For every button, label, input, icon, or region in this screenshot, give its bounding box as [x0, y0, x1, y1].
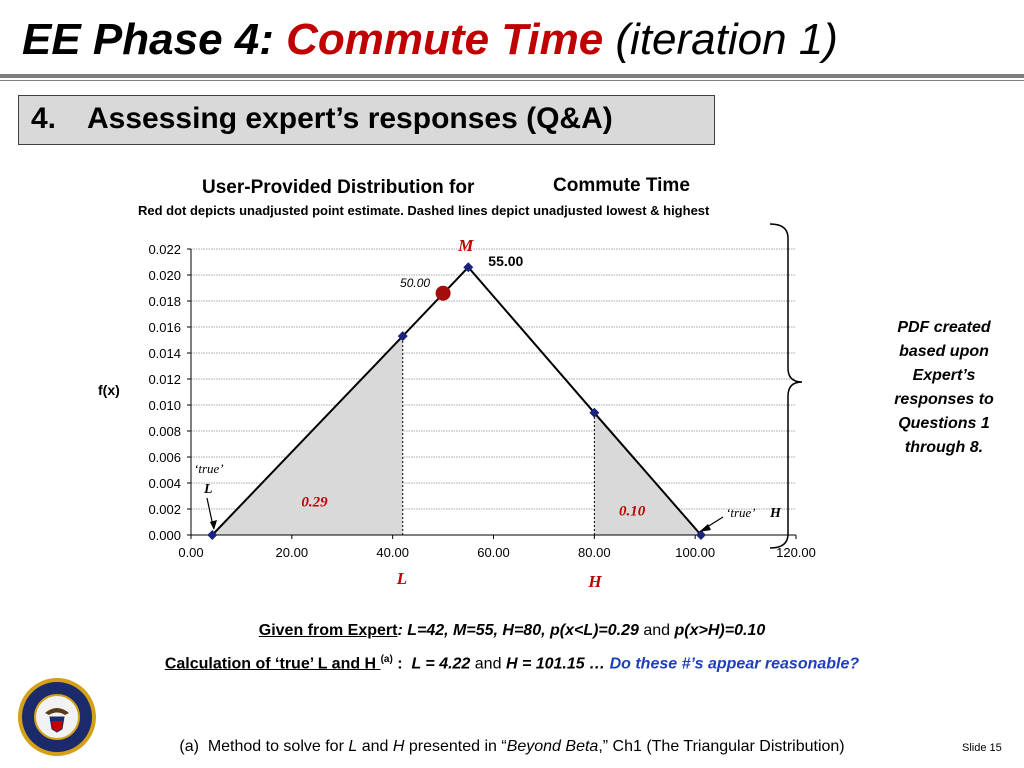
y-tick-labels: 0.000 0.002 0.004 0.006 0.008 0.010 0.012 0.014… — [148, 242, 191, 543]
y-tick-label: 0.020 — [148, 268, 181, 283]
y-tick-label: 0.022 — [148, 242, 181, 257]
x-tick-label: 80.00 — [578, 545, 611, 560]
section-heading: Assessing expert’s responses (Q&A) — [87, 102, 613, 135]
diamond-marker — [207, 530, 218, 540]
y-tick-label: 0.000 — [148, 528, 181, 543]
y-tick-label: 0.006 — [148, 450, 181, 465]
diamond-marker — [589, 407, 600, 418]
title-divider — [0, 74, 1024, 78]
data-markers — [207, 262, 706, 540]
x-tick-label: 60.00 — [477, 545, 510, 560]
section-heading-box: 4. Assessing expert’s responses (Q&A) — [18, 95, 715, 145]
mode-value-label: 55.00 — [488, 253, 523, 269]
title-accent: Commute Time — [286, 15, 604, 64]
l-axis-label: L — [396, 569, 407, 588]
diamond-marker — [397, 331, 408, 342]
calc-colon: : — [392, 655, 412, 673]
true-l-quote: ‘true’ — [194, 461, 224, 476]
point-estimate-dot — [435, 285, 451, 301]
given-and: and — [643, 622, 671, 639]
y-tick-label: 0.016 — [148, 320, 181, 335]
navy-seal-logo — [18, 678, 96, 756]
upper-tail-probability: 0.10 — [619, 504, 646, 520]
slide-title: EE Phase 4: Commute Time (iteration 1) — [22, 14, 838, 66]
y-tick-label: 0.018 — [148, 294, 181, 309]
calc-question: Do these #’s appear reasonable? — [609, 655, 860, 673]
point-estimate-label: 50.00 — [400, 276, 430, 290]
chart-subtitle: Red dot depicts unadjusted point estimat… — [138, 203, 710, 218]
x-tick-label: 40.00 — [376, 545, 409, 560]
annotations: 50.00 55.00 M L H 0.29 0.10 ‘true’ L ‘true’ H — [194, 236, 782, 591]
h-axis-label: H — [587, 572, 602, 591]
chart-title-part1: User-Provided Distribution for — [202, 177, 475, 198]
given-last: p(x>H)=0.10 — [674, 622, 766, 639]
calc-line: Calculation of ‘true’ L and H (a) : L = … — [0, 654, 1024, 673]
calc-label: Calculation of ‘true’ L and H — [164, 655, 381, 673]
footnote: (a) Method to solve for L and H presente… — [0, 738, 1024, 756]
slide-number: Slide 15 — [962, 742, 1002, 754]
m-label: M — [457, 236, 474, 255]
given-line: Given from Expert: L=42, M=55, H=80, p(x… — [0, 622, 1024, 640]
x-tick-label: 100.00 — [675, 545, 715, 560]
y-tick-label: 0.002 — [148, 502, 181, 517]
diamond-marker — [463, 262, 474, 273]
footnote-book: Beyond Beta — [506, 738, 599, 755]
true-h-letter: H — [769, 506, 782, 521]
footnote-h: H — [392, 738, 405, 755]
footnote-prefix: (a) Method to solve for — [179, 738, 349, 755]
diamond-marker — [695, 530, 706, 540]
given-values: : L=42, M=55, H=80, p(x<L)=0.29 — [397, 622, 639, 639]
calc-and: and — [474, 655, 502, 673]
y-tick-label: 0.008 — [148, 424, 181, 439]
footnote-mid: and — [357, 738, 393, 755]
section-number: 4. — [31, 102, 57, 135]
y-tick-label: 0.004 — [148, 476, 181, 491]
grid-lines — [191, 248, 796, 510]
calc-h-value: H = 101.15 … — [505, 655, 606, 673]
x-tick-labels: 0.00 20.00 40.00 60.00 80.00 100.00 120.00 — [178, 535, 816, 560]
true-h-arrow-head — [699, 524, 711, 532]
title-prefix: EE Phase 4: — [22, 15, 287, 64]
right-brace — [769, 223, 803, 549]
dashed-lines — [402, 336, 595, 535]
footnote-mid2: presented in “ — [404, 738, 507, 755]
side-note: PDF created based upon Expert’s response… — [894, 319, 994, 456]
y-tick-label: 0.010 — [148, 398, 181, 413]
true-l-arrow-line — [206, 497, 214, 527]
chart-title-part2: Commute Time — [553, 175, 690, 196]
title-suffix: (iteration 1) — [603, 15, 838, 64]
title-divider-thin — [0, 80, 1024, 81]
true-l-arrow-head — [210, 520, 217, 530]
y-axis-label: f(x) — [98, 382, 120, 398]
x-tick-label: 20.00 — [276, 545, 309, 560]
pdf-chart: User-Provided Distribution for Commute T… — [98, 175, 816, 591]
calc-sup: (a) — [380, 654, 393, 665]
lower-tail-probability: 0.29 — [301, 494, 328, 510]
true-h-quote: ‘true’ — [726, 505, 756, 520]
calc-l-value: L = 4.22 — [411, 655, 471, 673]
y-tick-label: 0.014 — [148, 346, 181, 361]
true-l-letter: L — [203, 482, 213, 497]
x-tick-label: 120.00 — [776, 545, 816, 560]
y-tick-label: 0.012 — [148, 372, 181, 387]
footnote-suffix: ,” Ch1 (The Triangular Distribution) — [598, 738, 845, 755]
footnote-l: L — [348, 738, 358, 755]
x-tick-label: 0.00 — [178, 545, 203, 560]
given-label: Given from Expert — [258, 622, 398, 639]
